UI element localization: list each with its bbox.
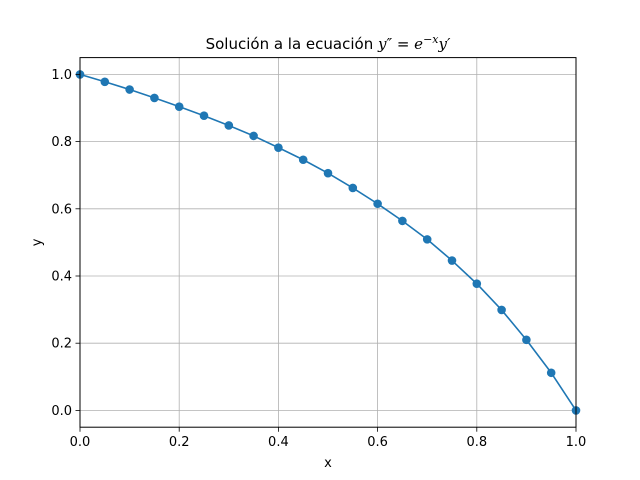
data-point — [348, 183, 358, 193]
x-tick-label: 0.6 — [367, 435, 388, 450]
data-point — [546, 368, 556, 378]
data-point — [150, 93, 159, 103]
y-tick-label: 0.2 — [51, 337, 72, 352]
data-point — [224, 121, 234, 130]
x-tick-label: 0.2 — [169, 435, 190, 450]
data-point — [472, 279, 482, 289]
x-axis-label: x — [324, 456, 332, 471]
x-tick-label: 1.0 — [566, 435, 587, 450]
x-tick-label: 0.8 — [466, 435, 487, 450]
plot-frame — [79, 57, 577, 428]
data-point — [249, 131, 258, 141]
ticks: 0.0 0.2 0.4 0.6 0.8 1.0 0.0 0.2 0.4 0.6 0.8 1.0 — [51, 68, 586, 450]
data-point — [274, 143, 283, 152]
data-point — [100, 77, 110, 87]
data-point — [422, 235, 432, 244]
data-point — [125, 85, 134, 94]
chart-title: Solución a la ecuación y″ = e−xy′ — [206, 33, 451, 53]
data-point — [199, 111, 209, 121]
title-base: e — [414, 35, 423, 53]
title-lhs: y″ — [377, 35, 392, 53]
y-tick-label: 0.0 — [51, 404, 72, 419]
data-point — [174, 102, 184, 111]
title-prefix: Solución a la ecuación — [206, 35, 378, 53]
data-point — [373, 199, 382, 209]
title-equals: = — [392, 35, 414, 53]
data-point — [522, 335, 531, 345]
y-tick-label: 0.4 — [51, 270, 72, 285]
y-tick-label: 0.6 — [51, 202, 72, 217]
y-axis-label: y — [30, 238, 45, 246]
title-exponent: −x — [423, 33, 439, 46]
y-tick-label: 0.8 — [51, 135, 72, 150]
data-point — [497, 305, 506, 315]
series-layer — [75, 70, 581, 415]
data-point — [298, 155, 308, 165]
x-tick-label: 0.0 — [70, 435, 91, 450]
x-tick-label: 0.4 — [268, 435, 289, 450]
data-point — [323, 168, 333, 178]
data-point — [447, 256, 457, 265]
y-tick-label: 1.0 — [51, 68, 72, 83]
title-rhs: y′ — [437, 35, 450, 53]
data-point — [398, 216, 407, 226]
